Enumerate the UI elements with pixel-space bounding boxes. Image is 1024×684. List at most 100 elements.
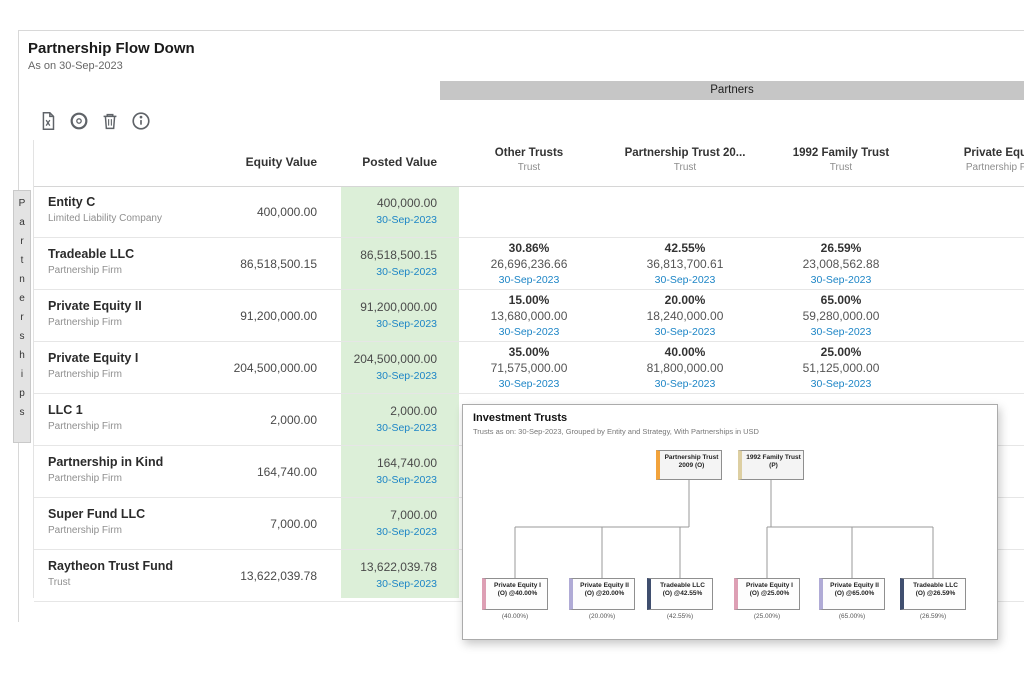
partner-value: 23,008,562.88 (802, 257, 880, 271)
partner-column-header-partnership-trust[interactable]: Partnership Trust 20... Trust (624, 147, 746, 173)
posted-cell: 13,622,039.78 30-Sep-2023 (341, 550, 459, 601)
partner-date-link[interactable]: 30-Sep-2023 (654, 378, 716, 390)
equity-value: 204,500,000.00 (233, 360, 317, 375)
partner-cell: 25.00% 51,125,000.00 30-Sep-2023 (763, 342, 919, 393)
posted-date-link[interactable]: 30-Sep-2023 (376, 370, 437, 382)
posted-date-link[interactable]: 30-Sep-2023 (376, 422, 437, 434)
partner-percent: 26.59% (820, 241, 862, 255)
partner-value: 26,696,236.66 (490, 257, 568, 271)
partnership-flow-table: Equity Value Posted Value Other Trusts T… (33, 140, 1024, 602)
tree-root-1992-family-trust[interactable]: 1992 Family Trust (P) (738, 450, 804, 480)
posted-value: 86,518,500.15 (360, 248, 437, 262)
posted-cell: 204,500,000.00 30-Sep-2023 (341, 342, 459, 393)
partner-percent: 20.00% (664, 293, 706, 307)
posted-value: 164,740.00 (376, 456, 437, 470)
partner-date-link[interactable]: 30-Sep-2023 (810, 326, 872, 338)
tree-leaf-percent: (42.55%) (666, 613, 694, 620)
entity-type: Partnership Firm (48, 473, 122, 484)
partner-column-header-1992-family-trust[interactable]: 1992 Family Trust Trust (792, 147, 890, 173)
partner-date-link[interactable]: 30-Sep-2023 (654, 274, 716, 286)
posted-date-link[interactable]: 30-Sep-2023 (376, 526, 437, 538)
partner-percent: 15.00% (508, 293, 550, 307)
posted-date-link[interactable]: 30-Sep-2023 (376, 474, 437, 486)
equity-value: 86,518,500.15 (240, 256, 317, 271)
table-row[interactable]: Private Equity I Partnership Firm 204,50… (34, 342, 1024, 394)
entity-type: Partnership Firm (48, 265, 122, 276)
entity-cell: Private Equity I Partnership Firm (48, 351, 138, 380)
partner-date-link[interactable]: 30-Sep-2023 (498, 326, 560, 338)
partner-percent: 65.00% (820, 293, 862, 307)
page-as-on-date: As on 30-Sep-2023 (28, 60, 123, 72)
disc-button[interactable] (67, 109, 91, 133)
posted-date-link[interactable]: 30-Sep-2023 (376, 214, 437, 226)
posted-value: 400,000.00 (376, 196, 437, 210)
posted-date-link[interactable]: 30-Sep-2023 (376, 266, 437, 278)
partner-cell: 40.00% 81,800,000.00 30-Sep-2023 (607, 342, 763, 393)
entity-type: Limited Liability Company (48, 213, 162, 224)
entity-cell: Partnership in Kind Partnership Firm (48, 455, 163, 484)
tree-leaf-percent: (26.59%) (919, 613, 947, 620)
table-body: Entity C Limited Liability Company 400,0… (34, 186, 1024, 602)
tree-leaf-percent: (25.00%) (753, 613, 781, 620)
partner-cell: 30.86% 26,696,236.66 30-Sep-2023 (451, 238, 607, 289)
table-row[interactable]: Private Equity II Partnership Firm 91,20… (34, 290, 1024, 342)
entity-name: LLC 1 (48, 403, 83, 417)
posted-cell: 400,000.00 30-Sep-2023 (341, 186, 459, 237)
posted-value-column-header[interactable]: Posted Value (362, 155, 437, 169)
table-row[interactable]: Entity C Limited Liability Company 400,0… (34, 186, 1024, 238)
table-row[interactable]: Tradeable LLC Partnership Firm 86,518,50… (34, 238, 1024, 290)
partner-date-link[interactable]: 30-Sep-2023 (654, 326, 716, 338)
export-xls-button[interactable] (36, 109, 60, 133)
info-button[interactable] (129, 109, 153, 133)
panel-title: Investment Trusts (473, 412, 568, 424)
posted-value: 7,000.00 (390, 508, 437, 522)
equity-value: 400,000.00 (256, 204, 317, 219)
partner-date-link[interactable]: 30-Sep-2023 (498, 274, 560, 286)
partner-value: 71,575,000.00 (490, 361, 568, 375)
export-xls-icon (37, 110, 59, 132)
posted-date-link[interactable]: 30-Sep-2023 (376, 318, 437, 330)
investment-trusts-panel: Investment Trusts Trusts as on: 30-Sep-2… (462, 404, 998, 640)
info-icon (130, 110, 152, 132)
partner-date-link[interactable]: 30-Sep-2023 (810, 378, 872, 390)
tree-leaf-private-equity-2[interactable]: Private Equity II (O) @65.00% (819, 578, 885, 610)
partner-date-link[interactable]: 30-Sep-2023 (810, 274, 872, 286)
partner-column-header-other-trusts[interactable]: Other Trusts Trust (494, 147, 564, 173)
tree-leaf-private-equity-1[interactable]: Private Equity I (O) @40.00% (482, 578, 548, 610)
tree-leaf-tradeable-llc[interactable]: Tradeable LLC (O) @26.59% (900, 578, 966, 610)
equity-value-column-header[interactable]: Equity Value (245, 155, 317, 169)
partner-date-link[interactable]: 30-Sep-2023 (498, 378, 560, 390)
tab-partnerships[interactable]: Partnerships (13, 190, 31, 443)
partner-value: 59,280,000.00 (802, 309, 880, 323)
entity-name: Tradeable LLC (48, 247, 135, 261)
entity-name: Raytheon Trust Fund (48, 559, 173, 573)
entity-cell: LLC 1 Partnership Firm (48, 403, 122, 432)
partner-percent: 25.00% (820, 345, 862, 359)
posted-cell: 86,518,500.15 30-Sep-2023 (341, 238, 459, 289)
entity-name: Private Equity I (48, 351, 139, 365)
tree-connector-lines (514, 480, 934, 578)
posted-cell: 2,000.00 30-Sep-2023 (341, 394, 459, 445)
tree-leaf-private-equity-1[interactable]: Private Equity I (O) @25.00% (734, 578, 800, 610)
partner-value: 13,680,000.00 (490, 309, 568, 323)
tree-leaf-percent: (65.00%) (838, 613, 866, 620)
entity-name: Private Equity II (48, 299, 142, 313)
tree-root-partnership-trust-2009[interactable]: Partnership Trust 2009 (O) (656, 450, 722, 480)
entity-cell: Tradeable LLC Partnership Firm (48, 247, 134, 276)
partner-percent: 30.86% (508, 241, 550, 255)
entity-name: Super Fund LLC (48, 507, 146, 521)
equity-value: 91,200,000.00 (240, 308, 317, 323)
delete-button[interactable] (98, 109, 122, 133)
entity-type: Partnership Firm (48, 369, 122, 380)
partner-cell: 26.59% 23,008,562.88 30-Sep-2023 (763, 238, 919, 289)
partner-cell: 20.00% 18,240,000.00 30-Sep-2023 (607, 290, 763, 341)
entity-type: Partnership Firm (48, 317, 122, 328)
partner-value: 36,813,700.61 (646, 257, 724, 271)
tab-partnerships-label: Partnerships (16, 198, 28, 426)
posted-date-link[interactable]: 30-Sep-2023 (376, 578, 437, 590)
tree-leaf-tradeable-llc[interactable]: Tradeable LLC (O) @42.55% (647, 578, 713, 610)
tree-leaf-private-equity-2[interactable]: Private Equity II (O) @20.00% (569, 578, 635, 610)
entity-type: Trust (48, 577, 71, 588)
tree-leaf-percent: (20.00%) (588, 613, 616, 620)
partner-column-header-private-equity[interactable]: Private Equi Partnership Fi (963, 147, 1024, 173)
